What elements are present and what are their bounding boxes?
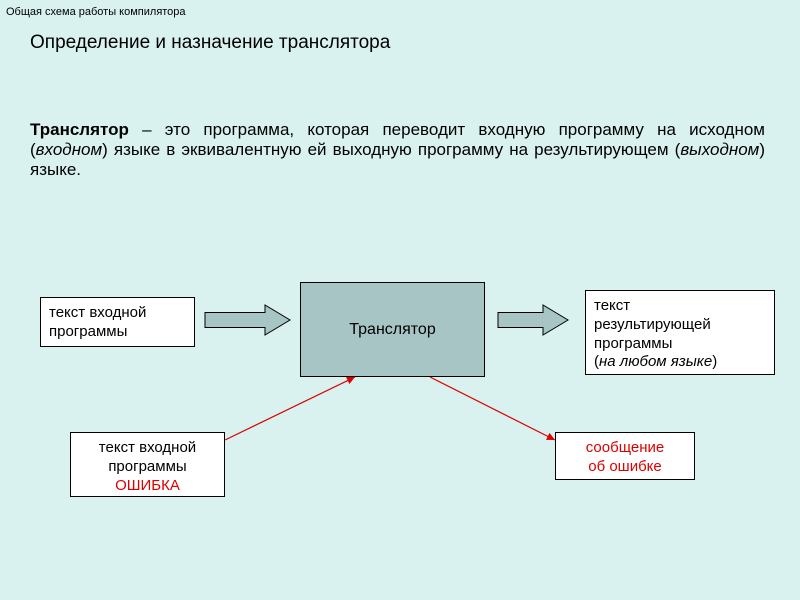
error-input-box: текст входной программы ОШИБКА — [70, 432, 225, 497]
error-input-line1: текст входной — [79, 439, 216, 458]
output-line3: программы — [594, 335, 766, 354]
input-source-line2: программы — [49, 323, 186, 342]
translator-box: Транслятор — [300, 282, 485, 377]
output-line4: (на любом языке) — [594, 353, 766, 372]
error-input-line2: программы — [79, 458, 216, 477]
definition-term: Транслятор — [30, 120, 129, 139]
output-line4-ital: на любом языке — [599, 353, 712, 370]
output-line1: текст — [594, 297, 766, 316]
page-root: Общая схема работы компилятора Определен… — [0, 0, 800, 600]
input-source-line1: текст входной — [49, 304, 186, 323]
subtitle: Определение и назначение транслятора — [30, 32, 390, 54]
output-result-box: текст результирующей программы (на любом… — [585, 290, 775, 375]
top-caption: Общая схема работы компилятора — [6, 6, 186, 18]
definition-paragraph: Транслятор – это программа, которая пере… — [30, 120, 765, 180]
translator-label: Транслятор — [349, 321, 435, 339]
output-line4-close: ) — [712, 353, 717, 370]
definition-text-2: ) языке в эквивалентную ей выходную прог… — [102, 140, 680, 159]
output-line2: результирующей — [594, 316, 766, 335]
error-message-line1: сообщение — [564, 439, 686, 458]
input-source-box: текст входной программы — [40, 297, 195, 347]
error-message-box: сообщение об ошибке — [555, 432, 695, 480]
definition-ital-2: выходном — [680, 140, 759, 159]
error-input-line3: ОШИБКА — [79, 477, 216, 496]
error-message-line2: об ошибке — [564, 458, 686, 477]
definition-ital-1: входном — [36, 140, 103, 159]
